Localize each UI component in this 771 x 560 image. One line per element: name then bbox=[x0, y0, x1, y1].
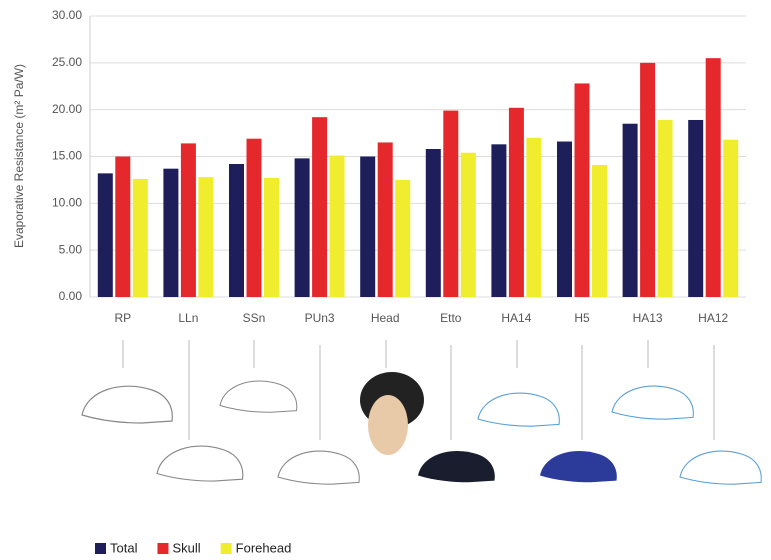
x-tick-label: Etto bbox=[440, 311, 462, 325]
legend-swatch bbox=[157, 543, 168, 554]
bar bbox=[426, 149, 441, 297]
bar bbox=[526, 138, 541, 297]
x-tick-label: HA14 bbox=[501, 311, 531, 325]
bar bbox=[264, 178, 279, 297]
bar bbox=[229, 164, 244, 297]
bar bbox=[461, 153, 476, 297]
x-tick-label: H5 bbox=[574, 311, 590, 325]
chart: Evaporative Resistance (m² Pa/W) 0.00 5.0… bbox=[0, 0, 771, 560]
x-tick-label: RP bbox=[114, 311, 131, 325]
bar bbox=[133, 179, 148, 297]
bar bbox=[575, 83, 590, 297]
bar bbox=[330, 156, 345, 297]
y-tick-label: 30.00 bbox=[52, 8, 82, 22]
bar bbox=[395, 180, 410, 297]
bar bbox=[658, 120, 673, 297]
bar bbox=[443, 111, 458, 297]
bar bbox=[163, 169, 178, 297]
helmet-images bbox=[82, 372, 761, 484]
bar bbox=[509, 108, 524, 297]
bar bbox=[623, 124, 638, 297]
bar bbox=[295, 158, 310, 297]
y-tick-label: 0.00 bbox=[59, 289, 83, 303]
bar bbox=[247, 139, 262, 297]
bar bbox=[115, 157, 130, 298]
legend-swatch bbox=[95, 543, 106, 554]
y-tick-label: 10.00 bbox=[52, 196, 82, 210]
x-tick-label: PUn3 bbox=[305, 311, 335, 325]
legend-label: Total bbox=[110, 540, 138, 555]
bar bbox=[640, 63, 655, 297]
bar bbox=[181, 143, 196, 297]
bar bbox=[723, 140, 738, 297]
bar bbox=[378, 142, 393, 297]
y-tick-label: 25.00 bbox=[52, 55, 82, 69]
x-tick-label: HA13 bbox=[633, 311, 663, 325]
bar bbox=[491, 144, 506, 297]
legend-label: Forehead bbox=[236, 540, 292, 555]
x-tick-label: LLn bbox=[178, 311, 198, 325]
bar bbox=[706, 58, 721, 297]
x-tick-label: Head bbox=[371, 311, 400, 325]
legend-swatch bbox=[221, 543, 232, 554]
legend: Total Skull Forehead bbox=[95, 540, 291, 555]
bar bbox=[312, 117, 327, 297]
bar bbox=[592, 165, 607, 297]
plot-area: 0.00 5.00 10.00 15.00 20.00 25.00 30.00 RP LLn SS… bbox=[52, 8, 746, 325]
x-tick-label: HA12 bbox=[698, 311, 728, 325]
y-axis-label: Evaporative Resistance (m² Pa/W) bbox=[12, 64, 26, 248]
x-tick-label: SSn bbox=[243, 311, 266, 325]
bar bbox=[198, 177, 213, 297]
bar bbox=[360, 157, 375, 298]
bar bbox=[688, 120, 703, 297]
legend-label: Skull bbox=[172, 540, 200, 555]
bar bbox=[98, 173, 113, 297]
bar bbox=[557, 142, 572, 297]
y-tick-label: 20.00 bbox=[52, 102, 82, 116]
y-tick-label: 5.00 bbox=[59, 242, 83, 256]
y-tick-label: 15.00 bbox=[52, 149, 82, 163]
